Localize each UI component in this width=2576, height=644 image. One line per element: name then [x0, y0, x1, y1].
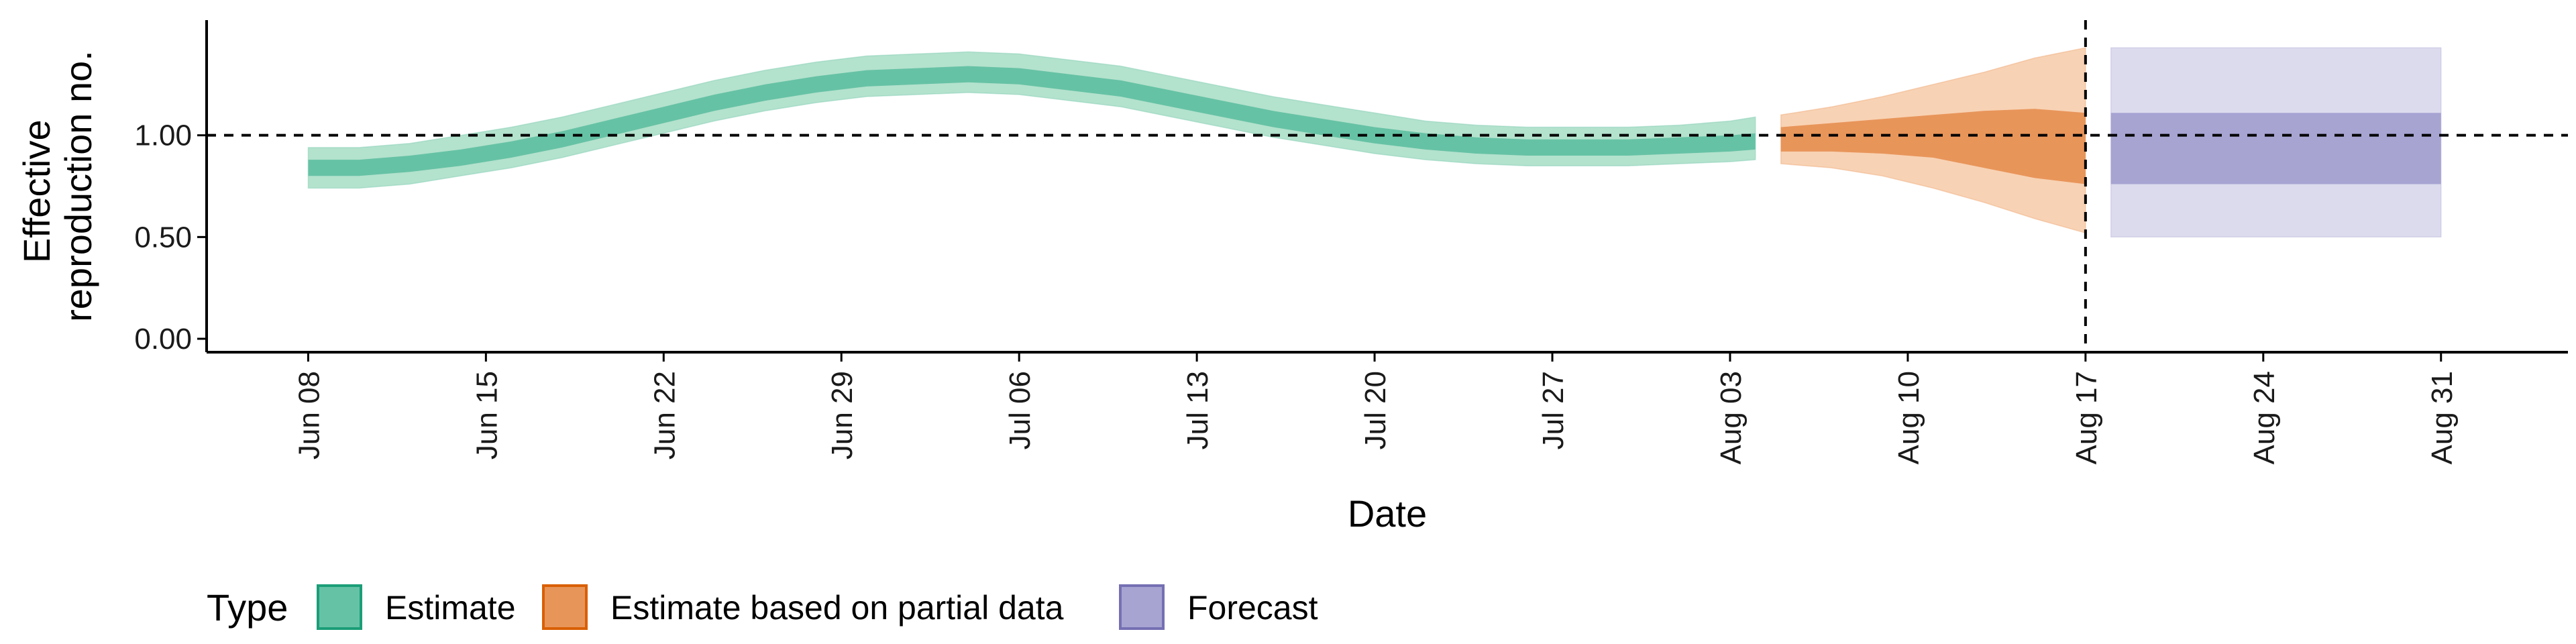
x-tick-label: Aug 10 — [1892, 371, 1925, 464]
band-inner-partial — [1780, 109, 2086, 184]
x-tick-label: Jul 06 — [1004, 371, 1036, 449]
legend-key-partial — [542, 584, 588, 630]
y-tick-label: 1.00 — [134, 119, 192, 152]
x-tick-label: Jun 08 — [292, 371, 325, 460]
x-tick-label: Jul 27 — [1537, 371, 1570, 449]
x-ticks: Jun 08 Jun 15 Jun 22 Jun 29 Jul 06 Jul 13 Jul … — [292, 352, 2459, 464]
legend: Type Estimate Estimate based on partial … — [207, 584, 1318, 630]
band-outer-estimate — [307, 51, 1756, 189]
x-tick-label: Jul 20 — [1359, 371, 1392, 449]
x-tick-label: Aug 03 — [1715, 371, 1748, 464]
legend-key-estimate — [317, 584, 362, 630]
x-tick-label: Aug 31 — [2426, 371, 2459, 464]
axes — [205, 20, 2568, 354]
x-axis-title: Date — [1348, 492, 1427, 535]
y-axis-title-line-1: Effective — [15, 119, 58, 263]
reference-lines — [207, 20, 2568, 352]
legend-label-partial: Estimate based on partial data — [610, 589, 1064, 627]
x-tick-label: Jun 29 — [826, 371, 859, 460]
x-tick-label: Jun 15 — [470, 371, 503, 460]
band-inner-estimate — [308, 66, 1756, 176]
y-tick-label: 0.00 — [134, 323, 192, 356]
x-tick-label: Aug 17 — [2070, 371, 2103, 464]
x-tick-label: Jun 22 — [648, 371, 681, 460]
legend-key-forecast — [1119, 584, 1165, 630]
x-tick-label: Aug 24 — [2248, 371, 2281, 464]
legend-title: Type — [207, 586, 288, 629]
legend-label-forecast: Forecast — [1187, 589, 1318, 627]
y-axis-title-line-2: reproduction no. — [57, 50, 99, 322]
y-axis-title: Effective reproduction no. — [15, 50, 99, 322]
y-tick-label: 0.50 — [134, 221, 192, 254]
y-ticks: 0.00 0.50 1.00 — [134, 119, 207, 356]
x-tick-label: Jul 13 — [1181, 371, 1214, 449]
legend-label-estimate: Estimate — [385, 589, 516, 627]
band-inner-forecast — [2110, 113, 2441, 184]
bands-layer — [307, 47, 2442, 238]
